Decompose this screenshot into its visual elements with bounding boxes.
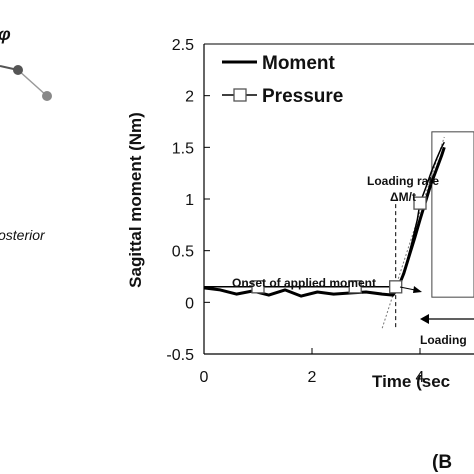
x-axis-label: Time (sec	[372, 372, 450, 391]
y-axis-label: Sagittal moment (Nm)	[126, 112, 145, 288]
chart-annotations-graphics	[381, 131, 474, 329]
y-tick-label: 2	[185, 89, 194, 106]
annotation-loading: Loading	[420, 333, 467, 347]
fragment-segment-light	[17, 69, 48, 97]
y-ticks: -0.5 0 0.5 1 1.5 2 2.5	[166, 37, 210, 364]
left-panel-fragment: φ osterior	[0, 24, 52, 243]
annotation-loading-rate: Loading rate	[367, 174, 439, 188]
legend-moment-label: Moment	[262, 53, 336, 74]
fragment-joint-light	[42, 91, 52, 101]
annotation-delta-m: ΔM/t	[390, 190, 416, 204]
x-tick-label: 0	[200, 369, 209, 386]
onset-arrow-head	[413, 286, 422, 293]
axes: -0.5 0 0.5 1 1.5 2 2.5 0 2 4	[166, 37, 474, 386]
moment-series-line	[203, 146, 446, 298]
y-tick-label: 0.5	[172, 244, 194, 261]
loading-arrow-head	[420, 314, 429, 324]
pressure-marker	[251, 280, 265, 294]
loading-rate-tangent	[381, 136, 445, 329]
x-ticks: 0 2 4	[200, 348, 425, 386]
y-tick-label: 2.5	[172, 37, 194, 54]
y-tick-label: 1.5	[172, 140, 194, 157]
y-tick-label: 0	[185, 295, 194, 312]
series-layer	[203, 141, 446, 298]
pressure-marker	[389, 280, 403, 294]
legend-pressure-marker	[233, 88, 247, 102]
legend: Moment Pressure	[222, 53, 343, 107]
phi-symbol: φ	[0, 24, 11, 44]
loading-window-box	[431, 131, 474, 298]
pressure-marker	[413, 196, 427, 210]
posterior-label: osterior	[0, 227, 46, 243]
fragment-joint-dark	[13, 65, 23, 75]
panel-label: (B	[432, 452, 452, 473]
legend-pressure-label: Pressure	[262, 86, 343, 107]
pressure-marker	[348, 280, 362, 294]
x-tick-label: 4	[416, 369, 425, 386]
annotation-onset: Onset of applied moment	[232, 276, 376, 290]
pressure-series-line	[204, 141, 445, 288]
y-tick-label: -0.5	[166, 347, 194, 364]
y-tick-label: 1	[185, 192, 194, 209]
x-tick-label: 2	[308, 369, 317, 386]
